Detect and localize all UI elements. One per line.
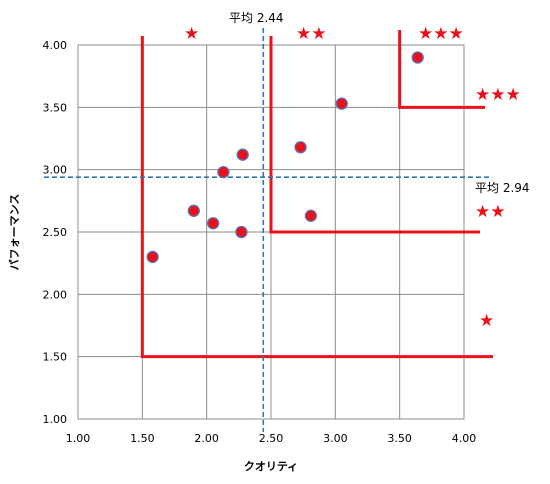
annotations: 平均 2.44 平均 2.94 ★ ★★ ★★★ ★★★ ★★ ★ クオリティ … <box>8 11 530 473</box>
zone-bracket-1 <box>140 36 493 359</box>
y-tick-label: 3.00 <box>43 164 68 177</box>
zone-bracket-2 <box>269 36 480 234</box>
x-tick-label: 4.00 <box>452 432 477 445</box>
data-point <box>294 141 307 154</box>
x-tick-label: 1.50 <box>130 432 155 445</box>
data-point <box>187 204 200 217</box>
zone-2-star-label-top: ★★ <box>296 24 326 44</box>
x-tick-label: 3.00 <box>323 432 348 445</box>
average-y-label: 平均 2.94 <box>475 181 530 195</box>
data-point <box>335 97 348 110</box>
x-tick-label: 3.50 <box>387 432 412 445</box>
tick-labels: 1.00 1.50 2.00 2.50 3.00 3.50 4.00 1.00 1.50 2.00… <box>43 39 477 445</box>
y-tick-label: 2.00 <box>43 288 68 301</box>
zone-1-star-label-top: ★ <box>184 24 199 44</box>
zone-bracket-3 <box>398 30 485 109</box>
average-x-label: 平均 2.44 <box>229 11 284 25</box>
zone-3-star-label-top: ★★★ <box>418 24 464 44</box>
x-tick-label: 2.50 <box>259 432 284 445</box>
y-axis-title: パフォーマンス <box>8 194 21 271</box>
data-point <box>411 51 424 64</box>
data-points <box>146 51 424 264</box>
x-tick-label: 1.00 <box>66 432 91 445</box>
zone-2-star-label-right: ★★ <box>475 202 505 222</box>
data-point <box>235 225 248 239</box>
y-tick-label: 4.00 <box>43 39 68 52</box>
zone-3-star-label-right: ★★★ <box>475 85 521 105</box>
data-point <box>304 209 318 222</box>
average-lines <box>44 28 490 432</box>
data-point <box>217 166 230 179</box>
data-point <box>206 217 220 230</box>
data-point <box>236 148 249 161</box>
x-axis-title: クオリティ <box>244 460 298 473</box>
zone-1-star-label-right: ★ <box>479 311 494 331</box>
y-tick-label: 3.50 <box>43 101 68 114</box>
data-point <box>146 250 159 264</box>
y-tick-label: 2.50 <box>43 226 68 239</box>
y-tick-label: 1.00 <box>43 413 68 426</box>
x-tick-label: 2.00 <box>194 432 219 445</box>
zone-layer <box>140 30 493 359</box>
y-tick-label: 1.50 <box>43 351 68 364</box>
